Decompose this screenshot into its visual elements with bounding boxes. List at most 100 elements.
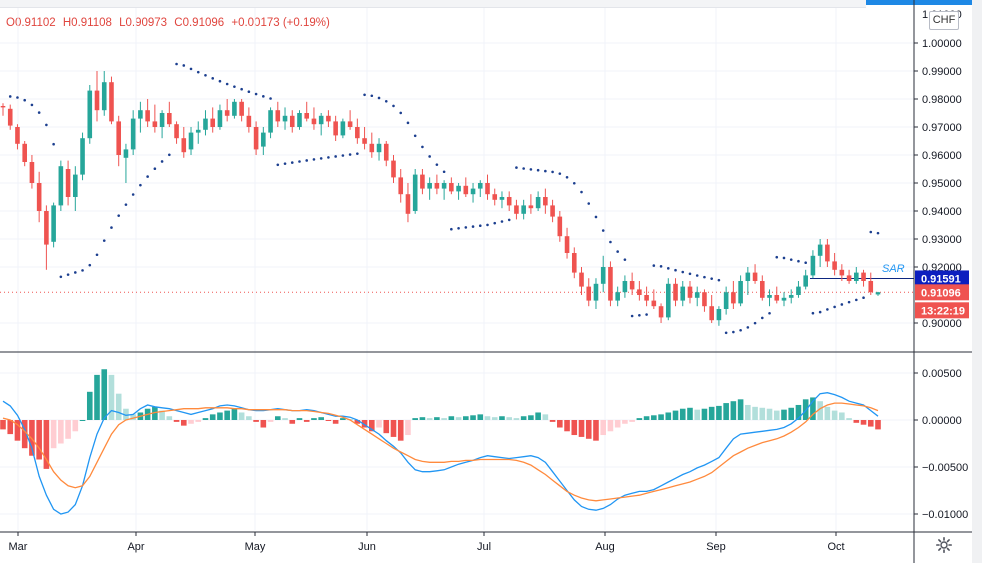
sar-dot xyxy=(110,226,113,229)
sar-dot xyxy=(8,95,12,98)
candle xyxy=(311,107,317,130)
macd-tick-label: −0.00500 xyxy=(922,462,968,474)
sar-dot xyxy=(500,220,504,223)
candle-body xyxy=(579,272,584,287)
right-scroll-edge[interactable] xyxy=(972,0,982,563)
sar-dot xyxy=(341,154,345,157)
candle-body xyxy=(665,283,671,318)
macd-histogram-bar xyxy=(687,407,693,420)
candle xyxy=(159,110,165,139)
candle-body xyxy=(463,185,469,195)
candle-body xyxy=(355,127,360,139)
gear-icon[interactable] xyxy=(935,536,953,554)
macd-histogram-bar xyxy=(282,418,288,420)
candle-body xyxy=(420,174,425,189)
sar-dot xyxy=(471,225,475,228)
sar-dot xyxy=(442,170,446,174)
macd-histogram-bar xyxy=(737,399,744,420)
price-tick-label: 0.99000 xyxy=(922,66,962,78)
candle xyxy=(145,99,150,127)
candle-body xyxy=(282,115,288,122)
candle xyxy=(304,101,310,122)
candle-body xyxy=(593,283,599,301)
macd-tick-label: −0.01000 xyxy=(922,509,968,521)
candle xyxy=(615,286,620,307)
sar-dot xyxy=(818,310,822,314)
candle-body xyxy=(557,216,563,237)
candle xyxy=(174,121,179,144)
sar-dot xyxy=(175,62,178,66)
candle xyxy=(412,169,418,214)
candle xyxy=(398,169,404,203)
price-tick-label: 0.98000 xyxy=(922,94,962,106)
candle-body xyxy=(318,115,324,125)
candle-body xyxy=(644,295,649,301)
sar-dot xyxy=(45,123,48,127)
candle-body xyxy=(311,118,317,125)
candle-body xyxy=(456,185,461,192)
macd-tick-label: 0.00500 xyxy=(922,368,962,380)
macd-histogram-bar xyxy=(694,409,701,420)
sar-dot xyxy=(363,93,366,97)
candle xyxy=(80,132,85,181)
last-price-tag-bg xyxy=(915,284,969,301)
candle xyxy=(203,110,208,136)
candle-body xyxy=(709,306,714,321)
candle-body xyxy=(297,113,302,127)
macd-histogram-bar xyxy=(535,412,541,420)
candle-body xyxy=(521,205,526,214)
candle xyxy=(253,121,259,155)
sar-dot xyxy=(717,278,721,282)
sar-dot xyxy=(450,227,453,231)
candle-body xyxy=(253,127,259,150)
sar-dot xyxy=(768,311,771,315)
sar-dot xyxy=(544,169,547,173)
candle-body xyxy=(608,267,613,301)
candle xyxy=(318,113,324,136)
sar-dot xyxy=(356,152,359,155)
sar-dot xyxy=(478,224,482,228)
candle-body xyxy=(138,110,143,119)
candle xyxy=(702,289,707,312)
candle-body xyxy=(738,281,743,304)
sar-dot xyxy=(551,170,554,174)
candle xyxy=(637,281,642,301)
candle-body xyxy=(564,236,570,253)
candle xyxy=(586,278,592,307)
candle-body xyxy=(477,183,483,189)
sar-dot xyxy=(233,85,236,88)
macd-histogram-bar xyxy=(520,416,527,420)
candle xyxy=(485,174,490,200)
sar-dot xyxy=(348,153,352,156)
time-tick-label: Aug xyxy=(595,541,615,553)
sar-dot xyxy=(609,240,612,244)
sar-dot xyxy=(59,275,63,279)
sar-dot xyxy=(254,92,258,96)
signal-line xyxy=(2,402,879,502)
sar-dot xyxy=(760,316,764,320)
currency-label[interactable]: CHF xyxy=(929,11,959,30)
macd-histogram-bar xyxy=(65,420,71,439)
candle-body xyxy=(94,90,100,111)
sar-dot xyxy=(370,94,374,98)
candle xyxy=(731,281,736,309)
candle-body xyxy=(673,283,678,301)
macd-histogram-bar xyxy=(477,414,484,420)
countdown-tag: 13:22:19 xyxy=(915,302,969,319)
candle xyxy=(528,194,534,214)
candle-body xyxy=(759,281,765,298)
sar-dot xyxy=(153,167,157,171)
sar-dot xyxy=(377,96,381,100)
candle xyxy=(600,255,606,293)
candle-body xyxy=(571,253,577,273)
sar-dot xyxy=(189,67,193,71)
macd-histogram-bar xyxy=(274,416,281,420)
sar-dot xyxy=(457,227,460,230)
macd-histogram-bar xyxy=(831,410,838,420)
candle xyxy=(456,183,461,200)
candle xyxy=(463,177,469,197)
macd-histogram-bar xyxy=(716,405,722,420)
candle-body xyxy=(861,272,866,281)
sar-dot xyxy=(290,161,294,164)
